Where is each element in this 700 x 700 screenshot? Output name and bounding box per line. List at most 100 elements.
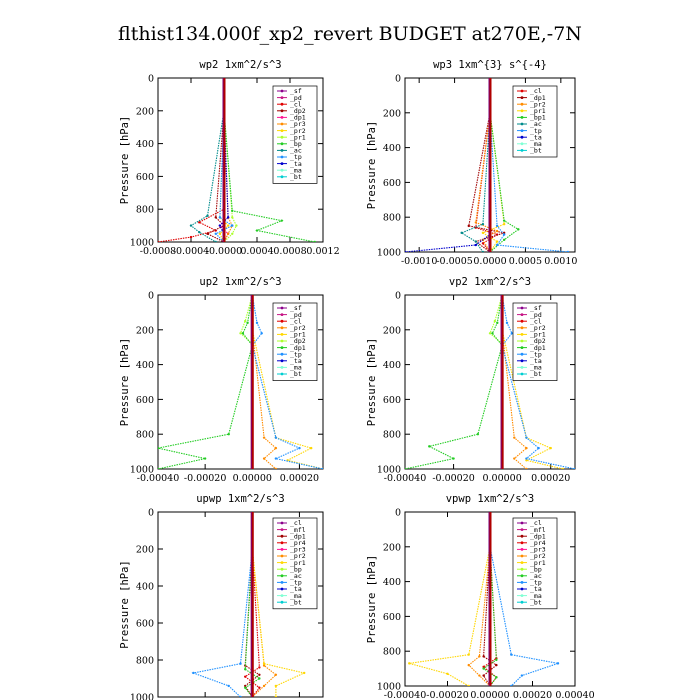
panel-1: wp2 1xm^2/s^3 Pressure [hPa] 0 200 400 600 800…: [119, 59, 340, 257]
series-point: [474, 221, 478, 224]
legend-entry: _dp1: [530, 532, 546, 540]
legend-marker: [520, 129, 524, 133]
series-point: [452, 457, 455, 460]
legend-entry: _bt: [530, 370, 542, 378]
legend-marker: [280, 366, 284, 369]
legend-entry: _dp2: [290, 107, 306, 115]
series-point: [525, 436, 528, 439]
series-point: [481, 250, 485, 252]
y-tick-label: 800: [383, 213, 401, 224]
y-tick-label: 0: [395, 508, 401, 519]
legend-entry: _dp1: [530, 94, 546, 102]
legend-entry: _ma: [530, 592, 542, 600]
y-tick-label: 1000: [377, 248, 401, 259]
legend-entry: _bp: [290, 140, 302, 148]
series-point: [474, 243, 478, 247]
x-tick-label: 0.00000: [482, 473, 521, 484]
y-tick-label: 400: [136, 360, 154, 371]
legend-entry: _ma: [290, 592, 302, 600]
legend-entry: _bt: [290, 598, 302, 606]
series-point: [214, 240, 217, 242]
series-group: [405, 295, 575, 469]
series-point: [467, 663, 470, 667]
series-point: [408, 662, 411, 665]
series-group: [158, 295, 323, 469]
y-tick-label: 0: [395, 74, 401, 85]
legend-entry: _pr4: [530, 539, 546, 547]
legend-marker: [280, 600, 284, 604]
series-line: [223, 78, 315, 242]
legend-entry: _pr2: [530, 324, 546, 332]
plot-frame: [157, 294, 324, 470]
series-point: [513, 436, 516, 439]
panel-4: vp2 1xm^2/s^3 Pressure [hPa] 0 200 400 600 800…: [366, 276, 576, 484]
series-point: [262, 662, 266, 665]
legend-entry: _tp: [290, 579, 302, 587]
y-tick-label: 0: [148, 291, 154, 302]
legend: _sf_pd_cl_pr2_pr1_dp2_dp1_tp_ta_ma_bt: [512, 302, 558, 381]
legend-entry: _bp: [290, 565, 302, 573]
series-point: [517, 228, 520, 231]
y-axis-label: Pressure [hPa]: [119, 338, 131, 427]
series-point: [481, 231, 485, 235]
y-axis-label: Pressure [hPa]: [366, 338, 378, 427]
legend-entry: _pr2: [290, 552, 306, 560]
legend-marker: [280, 122, 284, 126]
legend-marker: [520, 89, 524, 93]
legend-marker: [280, 541, 284, 545]
series-point: [226, 216, 230, 219]
series-point: [274, 695, 278, 697]
x-tick-label: 0.0000: [473, 256, 506, 267]
series-point: [227, 433, 230, 436]
legend-marker: [520, 319, 524, 323]
y-tick-label: 200: [383, 325, 401, 336]
series-group: [191, 512, 306, 697]
legend-marker: [280, 149, 284, 152]
legend: _cl_mfl_dp1_pr4_pr3_pr2_pr1_bp_ac_tp_ta_…: [272, 517, 318, 610]
series-point: [482, 665, 485, 669]
series-point: [231, 216, 234, 219]
legend-marker: [280, 162, 284, 166]
legend-marker: [520, 109, 524, 113]
legend-marker: [280, 135, 284, 139]
legend-marker: [520, 149, 524, 152]
legend-entry: _bt: [530, 147, 542, 155]
legend-box: [272, 517, 318, 610]
series-point: [255, 229, 259, 232]
legend-marker: [520, 346, 524, 349]
legend-marker: [280, 359, 284, 363]
legend-entry: _tp: [530, 579, 542, 587]
y-tick-label: 1000: [130, 465, 154, 476]
y-tick-label: 800: [383, 430, 401, 441]
series-point: [467, 684, 470, 686]
y-tick-label: 400: [383, 143, 401, 154]
series-point: [244, 319, 247, 323]
legend-entry: _bt: [290, 370, 302, 378]
x-tick-label: 0.0004: [240, 246, 273, 257]
series-point: [258, 673, 261, 676]
legend-entry: _ma: [290, 166, 302, 174]
panel-5: upwp 1xm^2/s^3 Pressure [hPa] 0 200 400 600 80…: [119, 493, 324, 700]
legend-marker: [280, 313, 284, 316]
series-line: [405, 78, 491, 252]
series-line: [158, 295, 253, 469]
series-point: [478, 674, 481, 677]
series-point: [218, 232, 222, 235]
legend-marker: [280, 352, 284, 356]
y-tick-label: 200: [136, 106, 154, 117]
legend-entry: _ac: [530, 572, 542, 580]
plot-frame: [404, 294, 576, 470]
legend-entry: _cl: [290, 100, 302, 108]
x-tick-label: 0.00020: [280, 473, 319, 484]
series-point: [189, 235, 193, 239]
series-line: [206, 78, 225, 242]
legend-marker: [520, 326, 524, 330]
series-point: [520, 674, 524, 677]
x-tick-label: -0.00040: [384, 473, 427, 484]
legend-entry: _tp: [290, 350, 302, 358]
series-point: [246, 321, 249, 325]
series-point: [561, 467, 565, 469]
panel-title: wp3 1xm^{3} s^{-4}: [433, 59, 547, 71]
x-tick-label: 0.00000: [233, 473, 272, 484]
legend-marker: [520, 528, 524, 531]
